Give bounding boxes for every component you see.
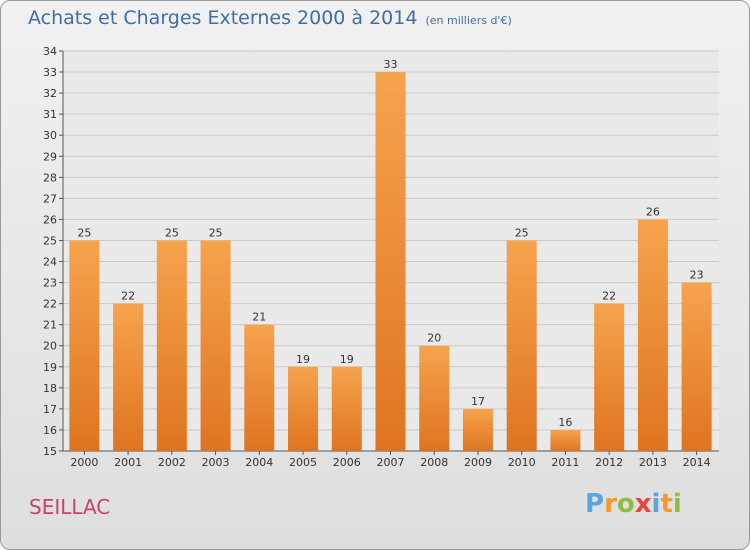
bar [156,240,187,451]
bar [288,366,319,451]
x-tick-label: 2002 [158,456,186,469]
data-label: 25 [77,226,91,239]
data-label: 17 [471,395,485,408]
logo-letter: r [604,489,617,519]
bar [375,72,406,451]
x-tick-label: 2011 [551,456,579,469]
bar [681,282,712,451]
x-tick-label: 2004 [245,456,273,469]
y-tick-label: 25 [43,234,57,247]
x-tick-label: 2010 [508,456,536,469]
logo-letter: i [672,489,682,519]
logo-letter: x [634,489,652,519]
data-label: 25 [165,226,179,239]
bar [506,240,537,451]
bar [637,219,668,451]
y-tick-label: 27 [43,192,57,205]
x-tick-label: 2006 [333,456,361,469]
data-label: 25 [515,226,529,239]
proxiti-logo: Proxiti [585,489,682,519]
x-tick-label: 2000 [70,456,98,469]
x-tick-label: 2008 [420,456,448,469]
chart-title: Achats et Charges Externes 2000 à 2014 (e… [28,7,512,29]
x-tick-label: 2007 [377,456,405,469]
x-tick-label: 2013 [639,456,667,469]
y-tick-label: 24 [43,256,57,269]
y-tick-label: 34 [43,45,57,58]
y-tick-label: 30 [43,129,57,142]
y-tick-label: 32 [43,87,57,100]
chart-subtitle: (en milliers d'€) [425,14,512,27]
commune-name: SEILLAC [29,495,111,519]
data-label: 26 [646,205,660,218]
y-tick-label: 20 [43,340,57,353]
y-tick-label: 26 [43,213,57,226]
data-label: 16 [558,416,572,429]
bar [594,303,625,451]
x-tick-label: 2001 [114,456,142,469]
data-label: 20 [427,332,441,345]
bar [244,324,275,451]
data-label: 21 [252,311,266,324]
bar [69,240,100,451]
y-tick-label: 29 [43,150,57,163]
logo-letter: i [651,489,661,519]
data-label: 22 [602,290,616,303]
data-label: 23 [690,269,704,282]
x-tick-label: 2003 [202,456,230,469]
bar [462,408,493,451]
y-tick-label: 19 [43,361,57,374]
bar [550,429,581,451]
logo-letter: t [660,489,673,519]
data-label: 33 [384,58,398,71]
y-tick-label: 33 [43,66,57,79]
logo-letter: P [585,489,605,519]
y-tick-label: 31 [43,108,57,121]
chart-title-text: Achats et Charges Externes 2000 à 2014 [28,7,418,29]
x-tick-label: 2014 [683,456,711,469]
y-tick-label: 18 [43,382,57,395]
data-label: 22 [121,290,135,303]
y-tick-label: 16 [43,424,57,437]
y-tick-label: 22 [43,298,57,311]
x-tick-label: 2009 [464,456,492,469]
y-tick-label: 21 [43,319,57,332]
bar [200,240,231,451]
bar-chart: 15 16 17 18 19 20 21 22 23 24 25 26 27 28 29 30 31 32 33 34… [43,45,719,469]
bar [331,366,362,451]
x-tick-label: 2005 [289,456,317,469]
y-tick-label: 23 [43,277,57,290]
bar [419,345,450,451]
data-label: 19 [296,353,310,366]
y-tick-label: 17 [43,403,57,416]
data-label: 25 [209,226,223,239]
x-tick-label: 2012 [595,456,623,469]
logo-letter: o [616,489,635,519]
data-label: 19 [340,353,354,366]
y-tick-label: 15 [43,445,57,458]
y-tick-label: 28 [43,171,57,184]
bar [113,303,144,451]
